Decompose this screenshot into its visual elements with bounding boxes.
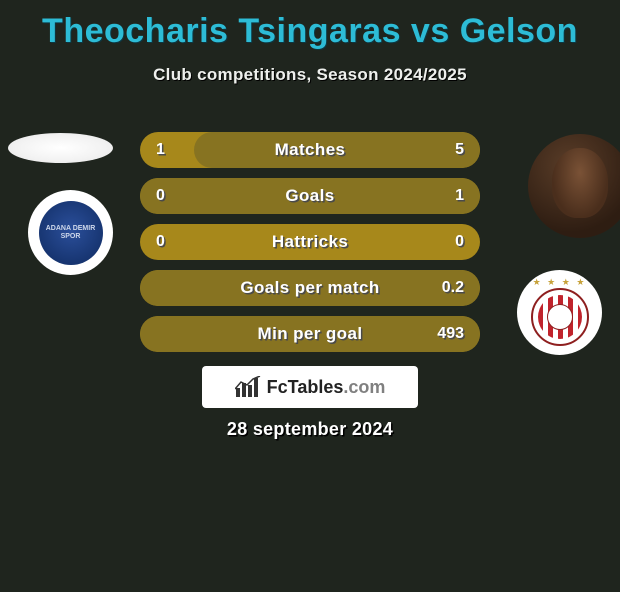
- stat-row: Min per goal493: [140, 316, 480, 352]
- stat-label: Min per goal: [140, 316, 480, 352]
- brand-chart-icon: [235, 376, 261, 398]
- club-badge-right: ★ ★ ★ ★: [517, 270, 602, 355]
- subtitle: Club competitions, Season 2024/2025: [0, 65, 620, 85]
- club-badge-right-stars: ★ ★ ★ ★: [517, 277, 602, 288]
- stat-label: Matches: [140, 132, 480, 168]
- brand-dotcom: .com: [343, 377, 385, 398]
- club-badge-left: ADANA DEMIR SPOR: [28, 190, 113, 275]
- brand-fc: Fc: [267, 377, 288, 398]
- stat-value-right: 0.2: [442, 270, 464, 306]
- stat-value-right: 1: [455, 178, 464, 214]
- brand-tables: Tables: [288, 377, 344, 398]
- stat-row: 0Goals1: [140, 178, 480, 214]
- comparison-chart: 1Matches50Goals10Hattricks0Goals per mat…: [140, 132, 480, 362]
- stat-label: Goals: [140, 178, 480, 214]
- brand-text: FcTables.com: [267, 377, 386, 398]
- stat-value-right: 5: [455, 132, 464, 168]
- player-2-photo: [528, 134, 620, 238]
- stat-value-right: 0: [455, 224, 464, 260]
- stat-row: 0Hattricks0: [140, 224, 480, 260]
- stat-row: Goals per match0.2: [140, 270, 480, 306]
- club-badge-right-inner: [531, 288, 589, 346]
- player-1-photo: [8, 133, 113, 163]
- stat-row: 1Matches5: [140, 132, 480, 168]
- date: 28 september 2024: [0, 419, 620, 440]
- page-title: Theocharis Tsingaras vs Gelson: [0, 12, 620, 51]
- brand-box: FcTables.com: [202, 366, 418, 408]
- stat-label: Goals per match: [140, 270, 480, 306]
- stat-label: Hattricks: [140, 224, 480, 260]
- club-badge-left-inner: ADANA DEMIR SPOR: [39, 201, 103, 265]
- stat-value-right: 493: [437, 316, 464, 352]
